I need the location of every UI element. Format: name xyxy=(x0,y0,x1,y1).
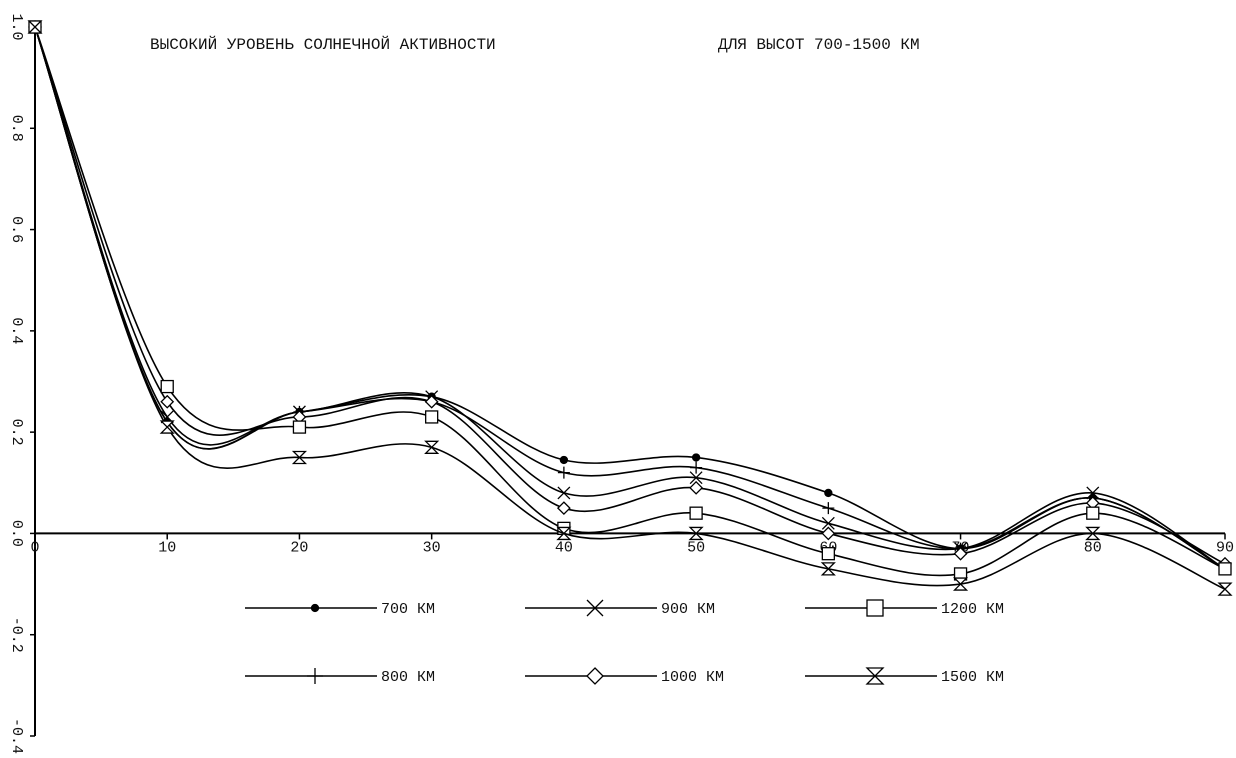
data-point xyxy=(821,526,836,541)
data-point xyxy=(557,486,571,500)
data-point xyxy=(1086,486,1100,500)
x-tick-label: 0 xyxy=(30,539,39,556)
x-tick-label: 10 xyxy=(158,539,176,556)
data-point xyxy=(688,526,704,541)
x-tick-label: 90 xyxy=(1216,539,1234,556)
data-point xyxy=(424,440,440,454)
data-point xyxy=(292,420,307,434)
y-tick-label: 0.0 xyxy=(8,520,25,547)
data-point xyxy=(27,20,43,34)
legend-marker xyxy=(866,599,884,617)
legend-marker xyxy=(307,668,323,684)
legend-marker xyxy=(865,667,885,685)
series-line xyxy=(34,26,1226,570)
x-tick-label: 30 xyxy=(423,539,441,556)
legend-label: 1500 КМ xyxy=(941,669,1004,686)
data-point xyxy=(559,455,569,465)
data-point xyxy=(689,480,704,495)
legend-marker xyxy=(586,599,604,617)
data-point xyxy=(821,547,835,561)
y-tick-label: 0.2 xyxy=(8,419,25,446)
data-point xyxy=(424,394,439,409)
x-tick-label: 40 xyxy=(555,539,573,556)
y-tick-label: -0.4 xyxy=(8,718,25,754)
legend-marker xyxy=(586,667,604,685)
data-point xyxy=(160,394,175,409)
data-point xyxy=(1086,506,1100,520)
data-point xyxy=(820,562,836,576)
chart-title: ВЫСОКИЙ УРОВЕНЬ СОЛНЕЧНОЙ АКТИВНОСТИ xyxy=(150,34,496,54)
data-point xyxy=(1085,526,1101,541)
legend-label: 900 КМ xyxy=(661,601,715,618)
y-tick-label: 0.8 xyxy=(8,115,25,142)
data-point xyxy=(824,488,833,498)
data-point xyxy=(1218,562,1232,576)
x-tick-label: 50 xyxy=(687,539,705,556)
x-tick-label: 80 xyxy=(1084,539,1102,556)
data-point xyxy=(690,461,703,474)
series-line xyxy=(34,26,1226,570)
legend-label: 1000 КМ xyxy=(661,669,724,686)
legend-marker xyxy=(310,603,320,613)
data-point xyxy=(689,506,703,520)
data-point xyxy=(821,516,835,530)
y-tick-label: -0.2 xyxy=(8,617,25,653)
data-point xyxy=(952,577,969,591)
data-point xyxy=(425,410,439,424)
data-point xyxy=(557,466,570,479)
legend-label: 1200 КМ xyxy=(941,601,1004,618)
data-point xyxy=(953,546,968,561)
series-line xyxy=(34,26,1226,570)
y-tick-label: 0.6 xyxy=(8,216,25,243)
data-point xyxy=(1217,582,1233,596)
data-point xyxy=(159,420,175,434)
y-tick-label: 0.4 xyxy=(8,317,25,344)
legend-label: 700 КМ xyxy=(381,601,435,618)
data-point xyxy=(689,471,703,485)
data-point xyxy=(556,526,572,541)
data-point xyxy=(822,502,835,515)
x-tick-label: 20 xyxy=(290,539,308,556)
series-line xyxy=(34,26,1226,590)
data-point xyxy=(556,501,571,516)
chart-subtitle: ДЛЯ ВЫСОТ 700-1500 КМ xyxy=(718,36,920,54)
series-line xyxy=(34,26,1226,577)
legend-label: 800 КМ xyxy=(381,669,435,686)
data-point xyxy=(291,450,308,465)
series-line xyxy=(34,26,1226,565)
data-point xyxy=(160,379,174,394)
data-point xyxy=(691,453,701,462)
y-tick-label: 1.0 xyxy=(8,13,25,40)
